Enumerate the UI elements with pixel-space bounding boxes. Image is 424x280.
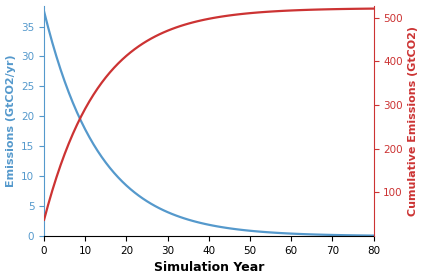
Y-axis label: Cumulative Emissions (GtCO2): Cumulative Emissions (GtCO2) <box>408 26 418 216</box>
Y-axis label: Emissions (GtCO2/yr): Emissions (GtCO2/yr) <box>6 55 16 187</box>
X-axis label: Simulation Year: Simulation Year <box>153 262 264 274</box>
